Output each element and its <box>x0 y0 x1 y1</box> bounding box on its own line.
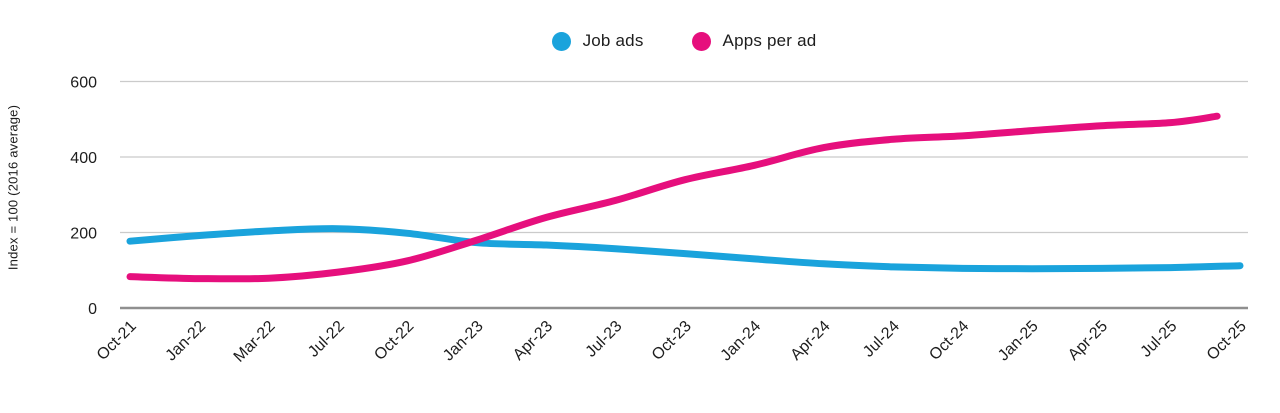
x-tick-label: Jul-23 <box>583 318 626 361</box>
x-tick-label: Oct-22 <box>371 318 417 364</box>
y-tick-label: 200 <box>70 226 97 243</box>
x-tick-label: Jan-24 <box>718 318 765 365</box>
x-tick-label: Jan-23 <box>440 318 487 365</box>
x-tick-label: Oct-23 <box>649 318 695 364</box>
x-tick-label: Apr-24 <box>788 318 834 364</box>
x-tick-label: Apr-25 <box>1065 318 1111 364</box>
x-tick-label: Oct-25 <box>1204 318 1250 364</box>
legend-label-apps-per-ad: Apps per ad <box>722 31 817 50</box>
x-tick-label: Jul-25 <box>1138 318 1181 361</box>
x-tick-label: Oct-21 <box>94 318 140 364</box>
legend-label-job-ads: Job ads <box>582 31 644 50</box>
y-tick-label: 400 <box>70 150 97 167</box>
apps-per-ad-legend-dot-icon <box>691 31 711 51</box>
x-tick-label: Apr-23 <box>510 318 556 364</box>
x-tick-label: Jan-22 <box>163 318 210 365</box>
job-ads-line <box>126 225 1244 273</box>
x-tick-label: Jul-22 <box>305 318 348 361</box>
x-tick-label: Jan-25 <box>995 318 1042 365</box>
y-tick-label: 600 <box>70 75 97 92</box>
legend-item-apps-per-ad: Apps per ad <box>691 31 817 51</box>
y-tick-label: 0 <box>88 301 97 318</box>
job-ads-legend-dot-icon <box>551 31 571 51</box>
x-tick-label: Jul-24 <box>860 318 903 361</box>
apps-per-ad-line <box>126 112 1221 283</box>
chart-legend: Job ads Apps per ad <box>120 31 1248 51</box>
legend-item-job-ads: Job ads <box>551 31 644 51</box>
x-tick-label: Mar-22 <box>231 318 279 366</box>
x-tick-label: Oct-24 <box>926 318 972 364</box>
